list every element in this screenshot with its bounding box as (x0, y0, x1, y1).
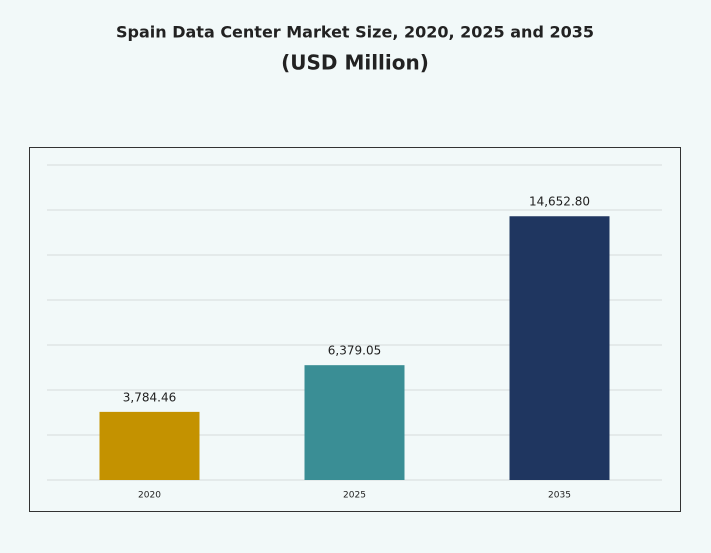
bar (509, 216, 610, 480)
x-tick-label: 2020 (138, 491, 161, 501)
chart-title: Spain Data Center Market Size, 2020, 202… (116, 23, 594, 42)
value-label: 6,379.05 (328, 344, 381, 358)
x-tick-label: 2035 (548, 491, 571, 501)
value-label: 14,652.80 (529, 195, 590, 209)
bar (99, 411, 200, 480)
bar (304, 365, 405, 480)
x-tick-label: 2025 (343, 491, 366, 501)
value-label: 3,784.46 (123, 390, 176, 404)
chart-subtitle: (USD Million) (281, 51, 429, 75)
